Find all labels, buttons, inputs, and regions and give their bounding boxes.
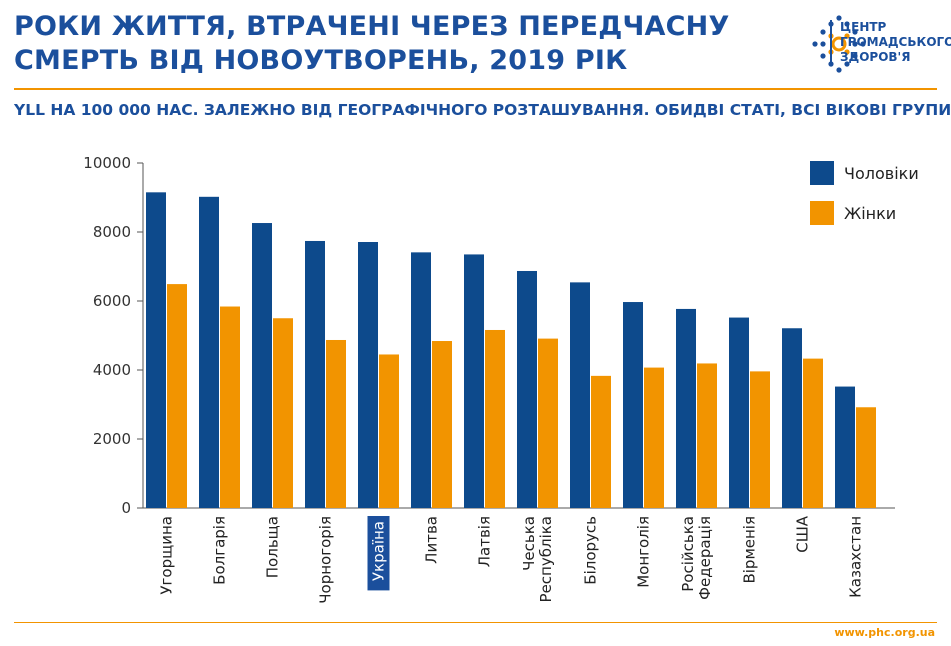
bar-men xyxy=(835,386,855,508)
x-tick-label: Чорногорія xyxy=(317,516,335,604)
x-tick-label-group: Монголія xyxy=(635,516,653,588)
bar-men xyxy=(199,196,219,508)
bar-men xyxy=(146,192,166,508)
bar-men xyxy=(676,308,696,508)
y-tick-label: 0 xyxy=(121,499,131,517)
bar-men xyxy=(358,242,378,508)
logo-text: ЦЕНТР ГРОМАДСЬКОГО ЗДОРОВ'Я xyxy=(830,20,951,65)
x-tick-label: Польща xyxy=(264,516,282,578)
bar-women xyxy=(485,329,505,508)
bar-women xyxy=(167,284,187,508)
x-tick-label: Монголія xyxy=(635,516,653,588)
x-tick-label-group: Білорусь xyxy=(582,516,600,585)
y-tick-label: 6000 xyxy=(93,292,131,310)
logo-line-2: ГРОМАДСЬКОГО xyxy=(840,35,951,49)
x-tick-label: США xyxy=(794,515,812,553)
x-tick-label: Вірменія xyxy=(741,516,759,584)
chart-subtitle: YLL НА 100 000 НАС. ЗАЛЕЖНО ВІД ГЕОГРАФІ… xyxy=(14,101,951,119)
x-tick-label-group: Чеська Республіка xyxy=(520,516,555,602)
x-tick-label-group: США xyxy=(794,515,812,553)
bar-men xyxy=(464,254,484,508)
bar-women xyxy=(856,407,876,508)
x-tick-label-group: Вірменія xyxy=(741,516,759,584)
footer-divider xyxy=(14,622,937,623)
bar-women xyxy=(538,338,558,508)
title-line-2: СМЕРТЬ ВІД НОВОУТВОРЕНЬ, 2019 РІК xyxy=(14,45,628,76)
x-tick-label-group: Угорщина xyxy=(158,516,176,595)
page-title: РОКИ ЖИТТЯ, ВТРАЧЕНІ ЧЕРЕЗ ПЕРЕДЧАСНУ СМ… xyxy=(14,10,730,78)
x-tick-label-group: Україна xyxy=(367,516,390,591)
x-tick-label: Білорусь xyxy=(582,516,600,585)
x-tick-label: Угорщина xyxy=(158,516,176,595)
logo-line-3: ЗДОРОВ'Я xyxy=(840,50,911,64)
legend-swatch-men xyxy=(810,161,834,185)
x-tick-label-group: Казахстан xyxy=(847,516,865,598)
title-line-1: РОКИ ЖИТТЯ, ВТРАЧЕНІ ЧЕРЕЗ ПЕРЕДЧАСНУ xyxy=(14,11,730,42)
y-tick-label: 8000 xyxy=(93,223,131,241)
x-tick-label-group: Польща xyxy=(264,516,282,578)
bar-women xyxy=(591,375,611,508)
header-divider xyxy=(14,88,937,90)
x-tick-label-group: Латвія xyxy=(476,516,494,567)
bar-men xyxy=(570,282,590,508)
bar-women xyxy=(220,306,240,508)
y-tick-label: 4000 xyxy=(93,361,131,379)
bar-women xyxy=(750,371,770,508)
x-tick-label: Федерація xyxy=(696,516,714,600)
legend-label: Жінки xyxy=(844,204,896,223)
x-tick-label: Республіка xyxy=(537,516,555,602)
bar-men xyxy=(305,240,325,508)
footer-site-link[interactable]: www.phc.org.ua xyxy=(834,626,935,639)
x-tick-label-group: Литва xyxy=(423,516,441,564)
x-tick-label: Чеська xyxy=(520,516,538,571)
bar-women xyxy=(803,358,823,508)
bar-women xyxy=(379,354,399,508)
x-tick-label-group: Російська Федерація xyxy=(679,516,714,600)
bar-men xyxy=(782,328,802,508)
x-tick-label: Російська xyxy=(679,516,697,592)
logo-line-1: ЦЕНТР xyxy=(840,20,887,34)
bar-men xyxy=(729,317,749,508)
y-tick-label: 10000 xyxy=(83,154,131,172)
x-tick-label: Болгарія xyxy=(211,516,229,585)
x-tick-label: Латвія xyxy=(476,516,494,567)
x-tick-label: Казахстан xyxy=(847,516,865,598)
bar-women xyxy=(432,341,452,508)
bar-women xyxy=(644,367,664,508)
bar-men xyxy=(411,252,431,508)
legend-swatch-women xyxy=(810,201,834,225)
bar-men xyxy=(517,270,537,508)
highlight-box xyxy=(367,516,390,591)
bar-men xyxy=(623,302,643,508)
y-tick-label: 2000 xyxy=(93,430,131,448)
x-tick-label: Україна xyxy=(370,521,388,581)
bar-women xyxy=(326,339,346,508)
bar-women xyxy=(697,363,717,508)
legend-label: Чоловіки xyxy=(844,164,919,183)
x-tick-label-group: Чорногорія xyxy=(317,516,335,604)
bar-men xyxy=(252,223,272,508)
x-tick-label-group: Болгарія xyxy=(211,516,229,585)
bar-women xyxy=(273,318,293,508)
x-tick-label: Литва xyxy=(423,516,441,564)
